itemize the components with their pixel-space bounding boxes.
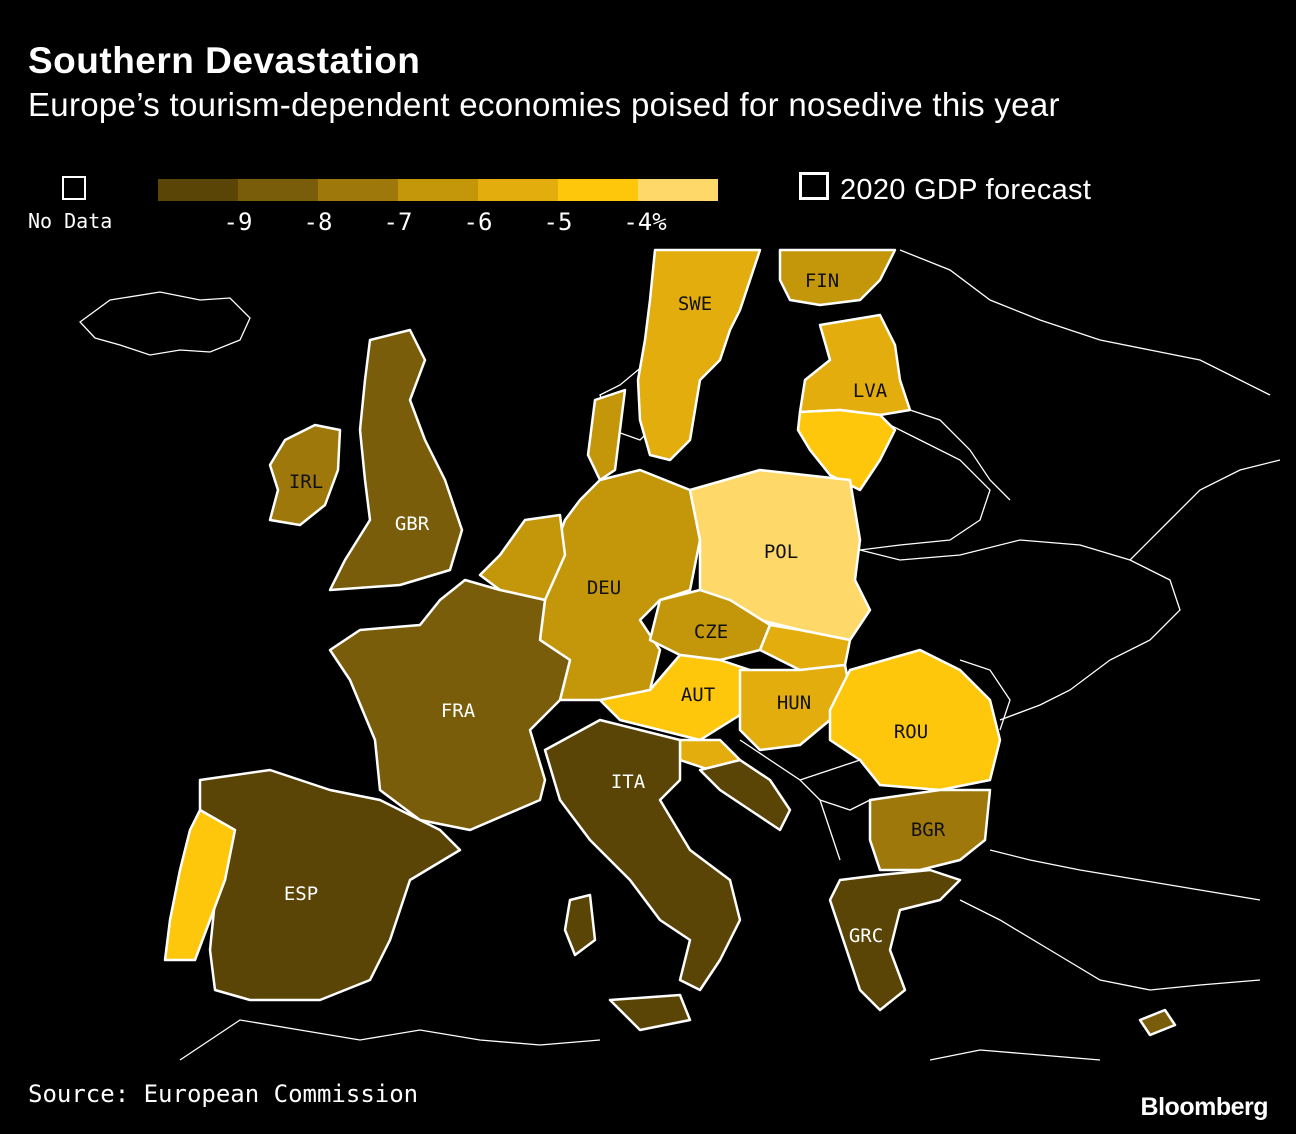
country-cyp: [1138, 1008, 1177, 1037]
scale-tick: -5: [543, 208, 573, 236]
scale-bin-0: [158, 179, 238, 201]
scale-tick: -6: [463, 208, 493, 236]
country-prt: [163, 808, 237, 962]
country-ltu: [796, 408, 897, 492]
country-label-esp: ESP: [284, 883, 318, 905]
country-bgr: [868, 788, 992, 872]
no-data-label: No Data: [28, 209, 113, 233]
country-fin: [778, 248, 897, 307]
scale-bin-3: [398, 179, 478, 201]
scale-bin-6: [638, 179, 718, 201]
scale-bin-1: [238, 179, 318, 201]
scale-tick: -4%: [623, 208, 667, 236]
scale-tick: -9: [223, 208, 253, 236]
country-label-rou: ROU: [894, 721, 928, 743]
country-grc: [828, 868, 962, 1012]
country-swe: [636, 248, 762, 462]
color-scale: [158, 179, 718, 201]
country-label-cze: CZE: [694, 621, 728, 643]
country-label-ita: ITA: [611, 771, 646, 793]
country-label-swe: SWE: [678, 293, 712, 315]
country-label-pol: POL: [764, 541, 798, 563]
country-irl: [268, 423, 342, 527]
country-gbr: [328, 328, 464, 592]
scale-bin-4: [478, 179, 558, 201]
scale-tick: -8: [303, 208, 333, 236]
country-label-deu: DEU: [587, 577, 621, 599]
country-hrv: [698, 758, 792, 832]
source-note: Source: European Commission: [28, 1080, 419, 1108]
country-label-lva: LVA: [853, 380, 888, 402]
scale-bin-5: [558, 179, 638, 201]
country-label-bgr: BGR: [911, 819, 946, 841]
no-data-swatch: [62, 176, 86, 200]
country-label-hun: HUN: [777, 692, 811, 714]
country-label-fra: FRA: [441, 700, 476, 722]
series-label: 2020 GDP forecast: [840, 174, 1092, 206]
country-label-aut: AUT: [681, 684, 715, 706]
scale-bin-2: [318, 179, 398, 201]
country-label-irl: IRL: [289, 471, 323, 493]
country-label-grc: GRC: [849, 925, 883, 947]
chart-subtitle: Europe’s tourism-dependent economies poi…: [28, 86, 1060, 123]
country-dnk: [586, 388, 627, 482]
country-labels: FIN SWE LVA IRL GBR DEU POL CZE AUT HUN …: [284, 270, 946, 947]
country-ita: [543, 718, 742, 992]
country-rou: [828, 648, 1002, 792]
chart-title: Southern Devastation: [28, 40, 421, 81]
country-ita-sardinia: [563, 893, 597, 957]
scale-tick: -7: [383, 208, 413, 236]
country-ita-sicily: [608, 993, 692, 1032]
series-swatch: [799, 172, 829, 200]
country-fra: [328, 578, 572, 832]
country-label-gbr: GBR: [395, 513, 430, 535]
brand-logo: Bloomberg: [1140, 1093, 1269, 1121]
country-label-fin: FIN: [805, 270, 839, 292]
